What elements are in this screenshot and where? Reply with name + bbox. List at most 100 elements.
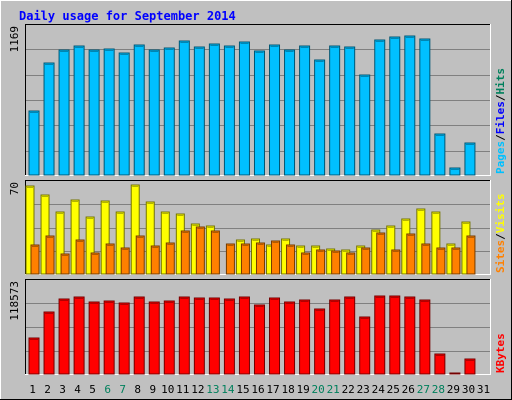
bar-kbytes-day-3 — [58, 298, 70, 375]
bar-sites-day-1 — [30, 244, 40, 275]
x-tick-label-day-13: 13 — [206, 383, 219, 396]
x-tick-label-day-30: 30 — [462, 383, 475, 396]
bar-visits-day-4 — [70, 199, 80, 275]
x-tick-label-day-7: 7 — [119, 383, 126, 396]
bar-sites-day-18 — [286, 244, 296, 275]
bar-sites-day-30 — [466, 235, 476, 275]
bar-sites-day-13 — [210, 230, 220, 275]
x-tick-label-day-28: 28 — [432, 383, 445, 396]
legend-visits: Visits — [494, 194, 507, 234]
x-tick-label-day-17: 17 — [266, 383, 279, 396]
bar-kbytes-day-10 — [163, 300, 175, 375]
panel-visits: 70 Sites/Visits — [8, 180, 507, 275]
x-tick-label-day-11: 11 — [176, 383, 189, 396]
series-legend-kbytes: KBytes — [494, 333, 507, 373]
bar-kbytes-day-9 — [148, 301, 160, 375]
x-tick-label-day-19: 19 — [296, 383, 309, 396]
bar-sites-day-20 — [316, 249, 326, 275]
bar-kbytes-day-29 — [449, 372, 461, 375]
bar-sites-day-4 — [75, 239, 85, 275]
bar-sites-day-15 — [240, 243, 250, 275]
bar-pages-day-11 — [178, 40, 190, 176]
bar-sites-day-11 — [180, 230, 190, 275]
bar-sites-day-28 — [436, 247, 446, 275]
bar-kbytes-day-22 — [344, 296, 356, 375]
bar-sites-day-17 — [271, 240, 281, 275]
bar-kbytes-day-8 — [133, 296, 145, 375]
bar-sites-day-6 — [105, 243, 115, 275]
bar-sites-day-26 — [406, 233, 416, 275]
bar-kbytes-day-18 — [284, 301, 296, 375]
x-tick-label-day-23: 23 — [357, 383, 370, 396]
bar-visits-day-7 — [115, 211, 125, 275]
bar-pages-day-10 — [163, 47, 175, 176]
bar-pages-day-9 — [148, 49, 160, 176]
x-tick-label-day-15: 15 — [236, 383, 249, 396]
bar-kbytes-day-20 — [314, 308, 326, 375]
legend-separator: / — [494, 233, 507, 240]
bar-pages-day-12 — [193, 46, 205, 176]
x-tick-label-day-27: 27 — [417, 383, 430, 396]
x-tick-label-day-5: 5 — [89, 383, 96, 396]
legend-sites: Sites — [494, 240, 507, 273]
bar-pages-day-29 — [449, 167, 461, 176]
bar-kbytes-day-27 — [419, 299, 431, 375]
series-pages — [28, 35, 476, 176]
legend-separator: / — [494, 134, 507, 141]
bar-kbytes-day-15 — [238, 296, 250, 375]
bar-sites-day-10 — [165, 242, 175, 275]
bar-sites-day-3 — [60, 253, 70, 275]
series-sites — [30, 226, 476, 275]
chart-title: Daily usage for September 2014 — [19, 9, 236, 23]
y-max-label-kbytes: 118573 — [8, 281, 21, 321]
bar-pages-day-16 — [253, 50, 265, 176]
x-tick-label-day-12: 12 — [191, 383, 204, 396]
series-legend-traffic: Pages/Files/Hits — [494, 68, 507, 174]
bar-pages-day-23 — [359, 74, 371, 176]
bar-pages-day-5 — [88, 49, 100, 176]
bar-pages-day-14 — [223, 45, 235, 176]
bar-kbytes-day-14 — [223, 298, 235, 375]
bar-kbytes-day-24 — [374, 295, 386, 375]
x-tick-label-day-22: 22 — [342, 383, 355, 396]
x-tick-label-day-10: 10 — [161, 383, 174, 396]
bar-pages-day-13 — [208, 43, 220, 176]
bar-pages-day-15 — [238, 41, 250, 176]
bar-visits-day-28 — [431, 211, 441, 275]
bar-sites-day-21 — [331, 250, 341, 275]
bar-kbytes-day-7 — [118, 302, 130, 375]
bar-kbytes-day-28 — [434, 353, 446, 375]
bar-visits-day-6 — [100, 200, 110, 275]
bar-pages-day-25 — [389, 36, 401, 176]
panel-kbytes: 118573 KBytes — [8, 279, 507, 375]
series-legend-visits: Sites/Visits — [494, 194, 507, 274]
bar-sites-day-24 — [376, 232, 386, 275]
bar-kbytes-day-21 — [329, 299, 341, 375]
bar-pages-day-30 — [464, 142, 476, 176]
bar-kbytes-day-26 — [404, 296, 416, 375]
legend-files: Files — [494, 101, 507, 134]
bar-pages-day-20 — [314, 59, 326, 176]
x-tick-label-day-3: 3 — [59, 383, 66, 396]
x-tick-label-day-8: 8 — [134, 383, 141, 396]
bar-pages-day-1 — [28, 110, 40, 176]
bar-visits-day-9 — [145, 201, 155, 275]
legend-kbytes: KBytes — [494, 333, 507, 373]
bar-kbytes-day-19 — [299, 299, 311, 375]
x-tick-label-day-21: 21 — [327, 383, 340, 396]
bar-kbytes-day-23 — [359, 316, 371, 375]
bar-pages-day-18 — [284, 49, 296, 176]
bar-sites-day-7 — [120, 247, 130, 275]
bar-sites-day-29 — [451, 247, 461, 275]
x-tick-label-day-4: 4 — [74, 383, 81, 396]
bar-pages-day-4 — [73, 45, 85, 176]
bar-kbytes-day-16 — [253, 304, 265, 375]
bar-kbytes-day-6 — [103, 300, 115, 375]
bar-visits-day-3 — [55, 211, 65, 275]
bar-visits-day-2 — [40, 194, 50, 275]
x-tick-label-day-26: 26 — [402, 383, 415, 396]
x-tick-label-day-25: 25 — [387, 383, 400, 396]
bar-sites-day-16 — [255, 242, 265, 275]
bar-sites-day-27 — [421, 243, 431, 275]
